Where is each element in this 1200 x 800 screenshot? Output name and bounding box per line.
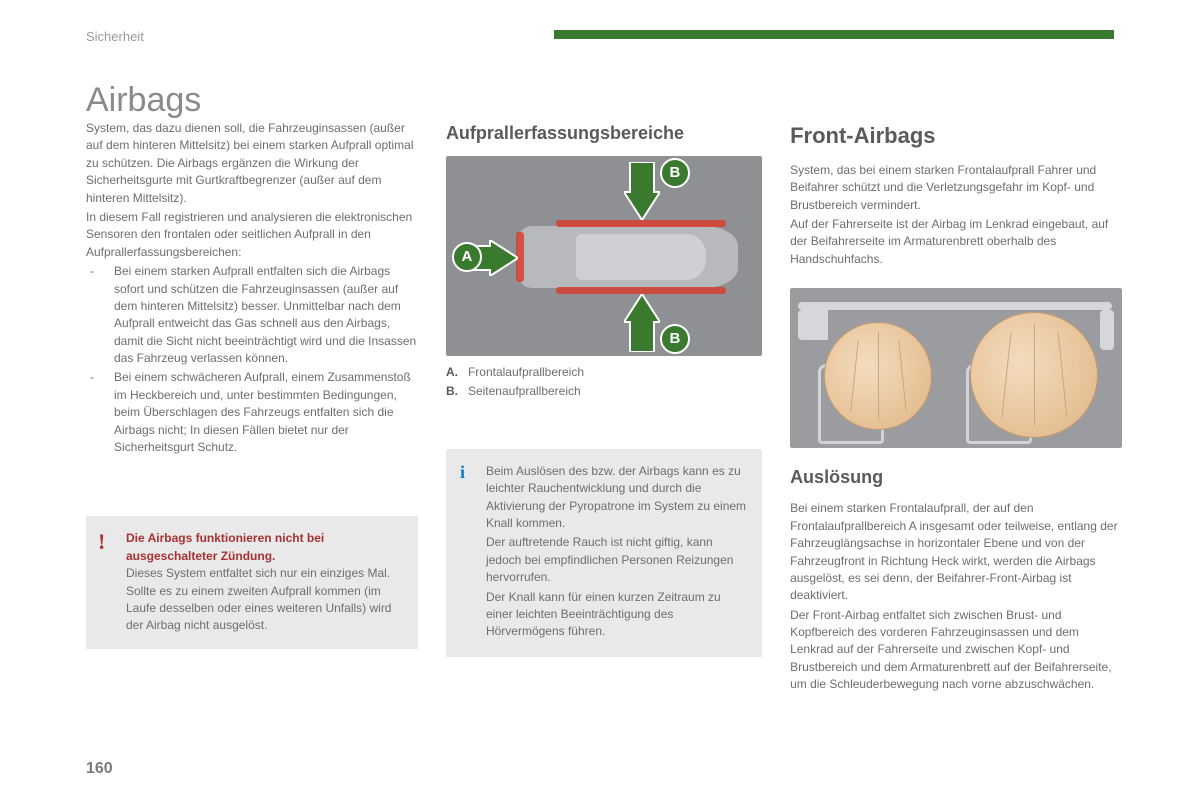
- info-box: i Beim Auslösen des bzw. der Airbags kan…: [446, 449, 762, 657]
- column-2: Aufprallerfassungsbereiche A B B: [446, 120, 762, 696]
- header-accent-bar: [554, 30, 1114, 39]
- list-item: Bei einem schwächeren Aufprall, einem Zu…: [86, 369, 418, 456]
- legend-b: B. Seitenaufprallbereich: [446, 383, 762, 400]
- arrow-side-top-icon: [624, 162, 660, 220]
- warning-title: Die Airbags funktionieren nicht bei ausg…: [126, 530, 404, 565]
- front-airbags-p1: System, das bei einem starken Frontalauf…: [790, 162, 1122, 214]
- info-p1: Beim Auslösen des bzw. der Airbags kann …: [486, 463, 748, 533]
- zone-badge-b-top: B: [660, 158, 690, 188]
- warning-box: ! Die Airbags funktionieren nicht bei au…: [86, 516, 418, 648]
- header-section-label: Sicherheit: [86, 29, 144, 44]
- page-title: Airbags: [86, 76, 201, 125]
- intro-paragraph-1: System, das dazu dienen soll, die Fahrze…: [86, 120, 418, 207]
- info-p2: Der auftretende Rauch ist nicht giftig, …: [486, 534, 748, 586]
- page-number: 160: [86, 757, 113, 780]
- list-item: Bei einem starken Aufprall entfalten sic…: [86, 263, 418, 367]
- arrow-side-bottom-icon: [624, 294, 660, 352]
- deployment-p2: Der Front-Airbag entfaltet sich zwischen…: [790, 607, 1122, 694]
- impact-zones-diagram: A B B: [446, 156, 762, 356]
- column-3: Front-Airbags System, das bei einem star…: [790, 120, 1122, 696]
- column-1: System, das dazu dienen soll, die Fahrze…: [86, 120, 418, 696]
- impact-zones-heading: Aufprallerfassungsbereiche: [446, 120, 762, 146]
- front-airbags-p2: Auf der Fahrerseite ist der Airbag im Le…: [790, 216, 1122, 268]
- warning-body: Dieses System entfaltet sich nur ein ein…: [126, 565, 404, 635]
- front-airbags-diagram: [790, 288, 1122, 448]
- page-header: Sicherheit: [86, 28, 1114, 46]
- info-icon: i: [460, 459, 465, 485]
- zone-badge-a: A: [452, 242, 482, 272]
- impact-cases-list: Bei einem starken Aufprall entfalten sic…: [86, 263, 418, 456]
- content-columns: System, das dazu dienen soll, die Fahrze…: [86, 120, 1122, 696]
- intro-paragraph-2: In diesem Fall registrieren und analysie…: [86, 209, 418, 261]
- legend-a: A. Frontalaufprallbereich: [446, 364, 762, 381]
- zone-badge-b-bottom: B: [660, 324, 690, 354]
- front-airbags-heading: Front-Airbags: [790, 120, 1122, 152]
- deployment-p1: Bei einem starken Frontalaufprall, der a…: [790, 500, 1122, 604]
- deployment-heading: Auslösung: [790, 464, 1122, 490]
- exclamation-icon: !: [98, 526, 105, 558]
- info-p3: Der Knall kann für einen kurzen Zeitraum…: [486, 589, 748, 641]
